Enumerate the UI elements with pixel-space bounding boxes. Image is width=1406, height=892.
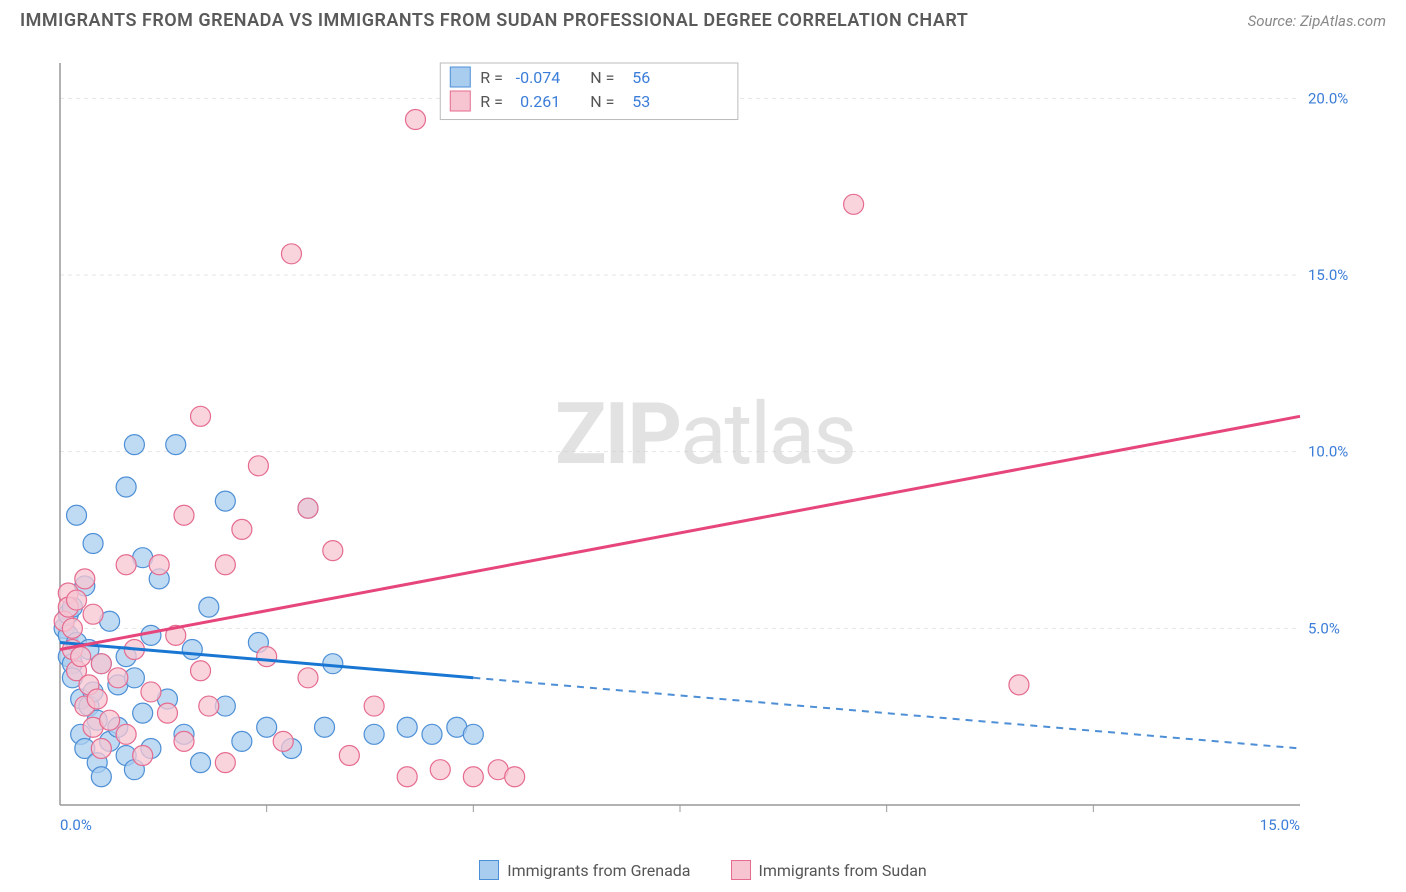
svg-text:R =: R = — [480, 68, 503, 87]
legend-swatch — [731, 860, 751, 880]
chart-area: 5.0%10.0%15.0%20.0%0.0%15.0%Professional… — [50, 55, 1360, 845]
scatter-chart-svg: 5.0%10.0%15.0%20.0%0.0%15.0%Professional… — [50, 55, 1360, 845]
svg-text:10.0%: 10.0% — [1308, 443, 1348, 461]
svg-text:0.261: 0.261 — [520, 92, 560, 111]
svg-text:15.0%: 15.0% — [1260, 816, 1300, 834]
legend-swatch — [479, 860, 499, 880]
chart-title: IMMIGRANTS FROM GRENADA VS IMMIGRANTS FR… — [20, 10, 968, 31]
legend-item: Immigrants from Grenada — [479, 860, 690, 880]
svg-text:15.0%: 15.0% — [1308, 266, 1348, 284]
source-attribution: Source: ZipAtlas.com — [1248, 12, 1386, 30]
svg-text:-0.074: -0.074 — [516, 68, 561, 87]
svg-text:R =: R = — [480, 92, 503, 111]
legend-label: Immigrants from Grenada — [507, 861, 690, 880]
svg-text:N =: N = — [590, 92, 614, 111]
svg-text:N =: N = — [590, 68, 614, 87]
bottom-legend: Immigrants from Grenada Immigrants from S… — [0, 860, 1406, 880]
legend-label: Immigrants from Sudan — [759, 861, 927, 880]
svg-text:53: 53 — [632, 92, 650, 111]
legend-item: Immigrants from Sudan — [731, 860, 927, 880]
svg-text:20.0%: 20.0% — [1308, 89, 1348, 107]
svg-text:5.0%: 5.0% — [1308, 619, 1340, 637]
svg-text:56: 56 — [632, 68, 650, 87]
svg-text:0.0%: 0.0% — [60, 816, 92, 834]
